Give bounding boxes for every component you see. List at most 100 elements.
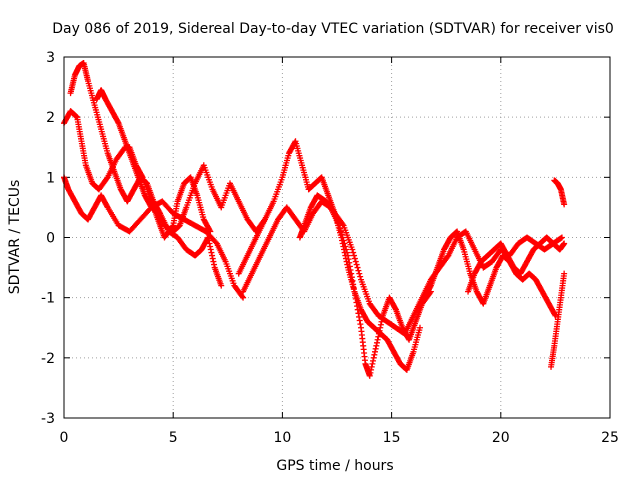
data-point [239, 293, 246, 300]
data-point [368, 363, 375, 370]
y-tick-label: 1 [46, 170, 55, 186]
y-tick-label: -2 [41, 351, 55, 367]
data-point [416, 324, 423, 331]
series-track-e [235, 138, 423, 373]
data-point [355, 310, 362, 317]
data-point [347, 266, 354, 273]
data-point [353, 261, 360, 268]
data-point [218, 282, 225, 289]
data-point [375, 330, 382, 337]
data-point [207, 243, 214, 250]
series-track-d [61, 174, 247, 301]
data-point [354, 264, 361, 271]
data-point [369, 360, 376, 367]
series-track-c [93, 87, 268, 235]
data-point [354, 306, 361, 313]
chart-title: Day 086 of 2019, Sidereal Day-to-day VTE… [52, 21, 614, 37]
series-track-f [240, 198, 434, 379]
data-point [370, 354, 377, 361]
data-point [210, 258, 217, 265]
data-point [206, 240, 213, 247]
data-point [377, 321, 384, 328]
x-tick-label: 5 [169, 430, 178, 446]
data-point [374, 336, 381, 343]
y-tick-label: -3 [41, 411, 55, 427]
data-point [338, 231, 345, 238]
data-point [351, 255, 358, 262]
data-point [357, 273, 364, 280]
data-point [339, 234, 346, 241]
data-point [352, 295, 359, 302]
y-axis-label: SDTVAR / TECUs [7, 180, 23, 295]
data-point [346, 259, 353, 266]
data-point [377, 324, 384, 331]
data-point [343, 246, 350, 253]
data-point [342, 243, 349, 250]
data-point [353, 299, 360, 306]
data-point [368, 366, 375, 373]
data-point [341, 240, 348, 247]
data-point [376, 327, 383, 334]
data-point [209, 255, 216, 262]
data-point [339, 221, 346, 228]
data-point [346, 263, 353, 270]
data-point [349, 246, 356, 253]
data-point [344, 249, 351, 256]
series-track-j [548, 270, 568, 370]
data-point [209, 252, 216, 259]
data-point [373, 342, 380, 349]
data-point [345, 256, 352, 263]
y-tick-label: 3 [46, 50, 55, 66]
data-point [561, 240, 568, 247]
plot-frame [63, 56, 611, 419]
data-point [366, 372, 373, 379]
data-point [240, 294, 247, 301]
data-point [357, 321, 364, 328]
data-point [103, 175, 110, 182]
data-point [561, 201, 568, 208]
data-point [352, 292, 359, 299]
series-track-k [551, 177, 568, 208]
data-point [552, 312, 559, 319]
y-tick-label: 0 [46, 231, 55, 247]
y-tick-label: 2 [46, 110, 55, 126]
data-point [427, 283, 434, 290]
x-tick-label: 20 [492, 430, 510, 446]
data-point [344, 252, 351, 259]
data-point [561, 270, 568, 277]
data-point [104, 203, 111, 210]
data-point [350, 249, 357, 256]
data-point [207, 246, 214, 253]
data-point [355, 267, 362, 274]
data-point [212, 239, 219, 246]
x-axis-label: GPS time / hours [276, 458, 393, 474]
data-point [351, 252, 358, 259]
series-track-b [67, 60, 225, 289]
data-point [114, 118, 121, 125]
data-point [444, 253, 451, 260]
x-tick-label: 0 [60, 430, 69, 446]
data-point [340, 237, 347, 244]
data-point [211, 261, 218, 268]
data-point [208, 249, 215, 256]
series-track-h [421, 228, 559, 319]
data-point [337, 228, 344, 235]
data-point [373, 339, 380, 346]
data-point [291, 139, 298, 146]
data-point [370, 357, 377, 364]
x-tick-label: 15 [383, 430, 401, 446]
data-point [367, 369, 374, 376]
data-point [348, 274, 355, 281]
data-point [351, 288, 358, 295]
data-point [372, 348, 379, 355]
y-tick-label: -1 [41, 291, 55, 307]
data-point [348, 270, 355, 277]
data-point [372, 345, 379, 352]
x-tick-label: 25 [601, 430, 619, 446]
data-point [371, 351, 378, 358]
data-point [352, 258, 359, 265]
data-point [375, 333, 382, 340]
data-point [392, 305, 399, 312]
data-point [558, 234, 565, 241]
